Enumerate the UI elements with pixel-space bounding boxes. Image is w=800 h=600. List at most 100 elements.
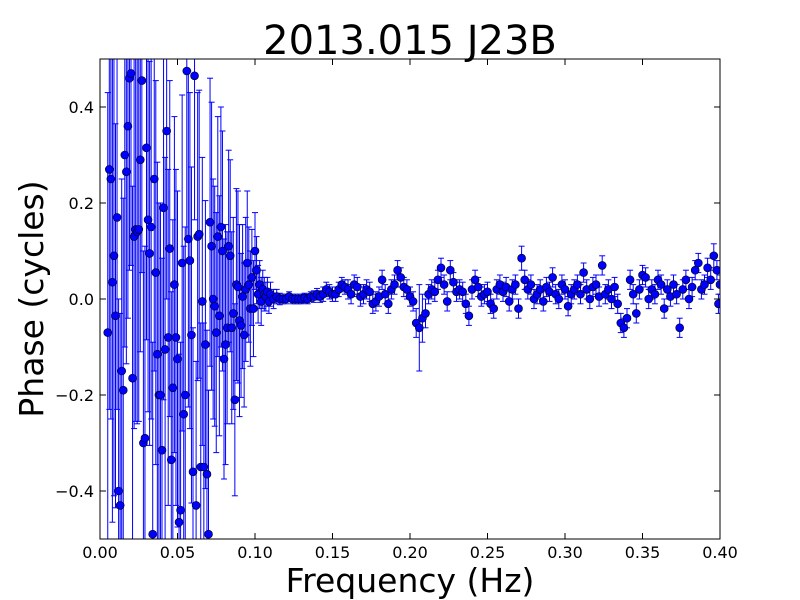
data-point	[393, 265, 402, 275]
data-point	[149, 174, 159, 184]
data-point	[436, 263, 446, 273]
data-point	[669, 280, 678, 289]
plot-area	[103, 59, 720, 539]
data-point-group	[123, 59, 130, 365]
data-point	[610, 282, 619, 292]
data-point	[346, 289, 356, 299]
data-point	[190, 71, 199, 81]
data-point	[120, 150, 130, 160]
data-point-group	[717, 274, 720, 295]
data-point	[137, 76, 147, 85]
data-point	[641, 273, 650, 282]
data-point	[160, 345, 170, 354]
data-point	[221, 340, 230, 349]
data-point	[517, 253, 526, 263]
data-point	[171, 333, 181, 342]
data-point	[157, 445, 167, 455]
data-point	[216, 222, 226, 232]
data-point	[461, 299, 471, 309]
data-point	[176, 505, 185, 515]
x-tick-label: 0.00	[82, 543, 118, 562]
data-point	[230, 395, 240, 405]
data-point	[115, 501, 125, 510]
data-point	[204, 529, 213, 539]
data-point	[143, 215, 153, 225]
data-point	[613, 299, 623, 309]
data-point	[650, 289, 660, 299]
data-point	[591, 280, 601, 289]
data-point	[114, 486, 123, 496]
data-point	[625, 275, 635, 285]
data-point	[182, 66, 192, 76]
data-point-group	[131, 59, 138, 430]
data-point	[108, 277, 117, 287]
data-point	[631, 309, 641, 318]
data-point	[659, 304, 669, 313]
data-point-group	[191, 59, 198, 221]
data-point	[140, 433, 150, 443]
data-point	[365, 287, 375, 297]
data-point-group	[135, 59, 142, 422]
y-tick-label: −0.2	[55, 386, 94, 405]
data-point	[706, 275, 716, 285]
data-point	[142, 143, 151, 153]
data-point	[211, 328, 221, 337]
axis-ticks: 0.00 0.05 0.10 0.15 0.20 0.25 0.30 0.35 0.40 −0.4…	[55, 58, 738, 562]
data-point	[118, 385, 128, 395]
data-point	[548, 273, 557, 282]
data-point	[563, 301, 573, 311]
data-point	[439, 280, 449, 289]
data-point-group	[109, 59, 116, 523]
data-point	[126, 69, 136, 78]
data-point	[213, 232, 223, 241]
data-point	[185, 256, 195, 265]
x-tick-label: 0.25	[470, 543, 506, 562]
data-point	[151, 268, 161, 277]
data-point	[199, 462, 209, 472]
data-point	[511, 280, 520, 289]
data-point	[163, 333, 173, 342]
data-point	[111, 311, 120, 321]
data-point	[167, 455, 176, 465]
data-point	[396, 273, 406, 282]
data-point-group	[115, 298, 122, 539]
data-point	[414, 323, 424, 333]
data-point	[483, 287, 492, 297]
data-point	[554, 294, 564, 304]
data-point	[458, 287, 468, 297]
data-point	[693, 258, 703, 268]
data-point	[678, 285, 688, 294]
data-point	[191, 501, 201, 510]
data-point	[224, 241, 233, 251]
data-point	[619, 323, 629, 333]
data-point	[215, 311, 224, 321]
x-axis-label: Frequency (Hz)	[286, 561, 535, 600]
data-point	[662, 285, 672, 294]
data-point	[168, 383, 178, 393]
data-point	[352, 282, 362, 292]
data-point	[123, 121, 133, 131]
data-point-group	[203, 329, 210, 539]
data-point	[188, 467, 198, 477]
data-point-group	[157, 202, 164, 539]
data-point	[607, 294, 616, 304]
data-point	[449, 277, 458, 287]
y-tick-label: 0.0	[69, 290, 94, 309]
data-point	[597, 261, 607, 270]
data-point	[690, 265, 700, 275]
data-point	[247, 273, 257, 282]
data-point	[242, 258, 252, 268]
data-point	[156, 390, 165, 400]
data-point	[170, 280, 179, 289]
data-point	[579, 268, 588, 277]
data-point	[159, 203, 168, 213]
data-point	[421, 309, 430, 318]
data-point	[148, 529, 157, 539]
data-point	[464, 311, 474, 321]
data-point	[585, 294, 595, 304]
data-point-group	[134, 59, 141, 425]
data-point	[173, 354, 182, 364]
data-point	[194, 229, 204, 239]
